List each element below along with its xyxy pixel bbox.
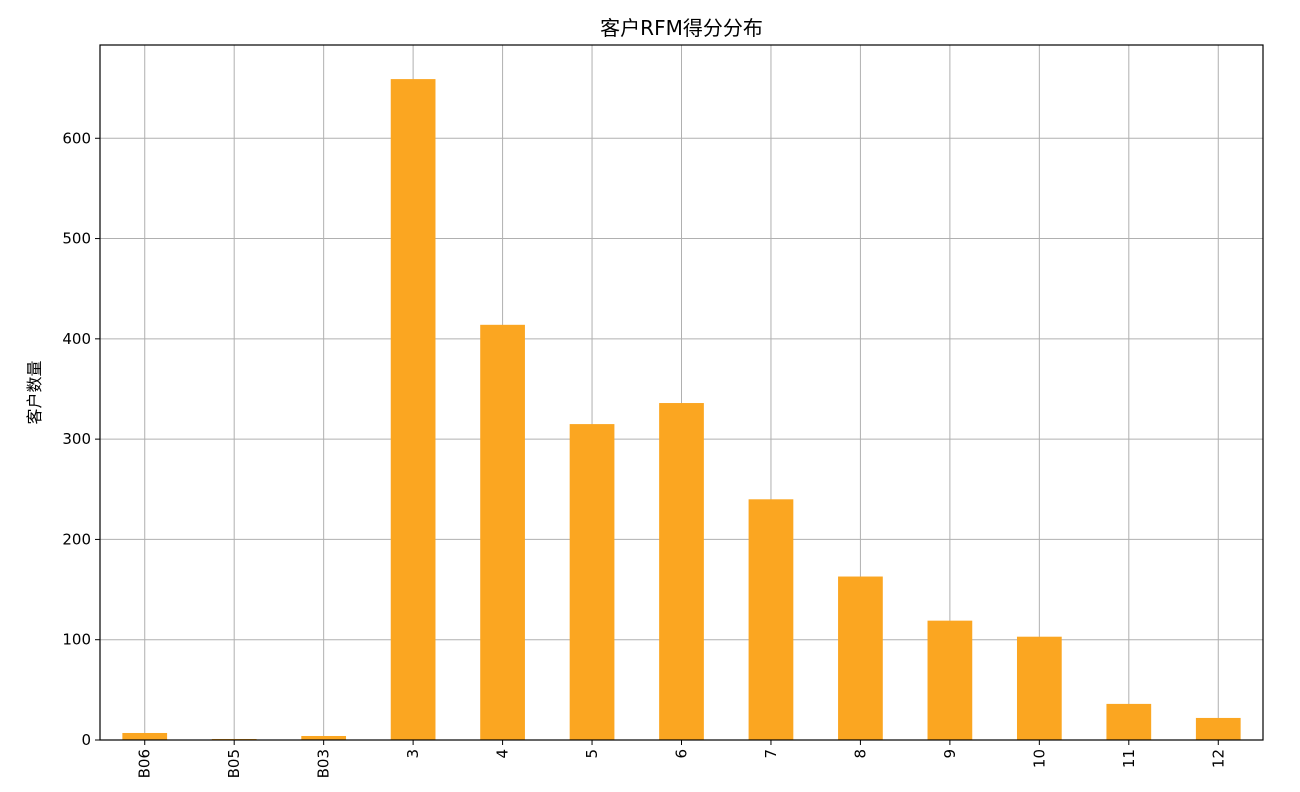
x-tick-label: 10 xyxy=(1030,749,1048,768)
bars xyxy=(122,79,1241,740)
x-tick-label: 11 xyxy=(1120,749,1138,768)
y-axis-label: 客户数量 xyxy=(25,360,44,424)
x-tick-label: 3 xyxy=(404,749,422,759)
bar-B03 xyxy=(301,735,347,740)
x-tick-label: 7 xyxy=(762,749,780,759)
x-tick-label: 4 xyxy=(494,749,512,759)
x-tick-label: 6 xyxy=(673,749,691,759)
y-tick-label: 300 xyxy=(62,430,91,448)
bar-4 xyxy=(480,324,525,740)
x-tick-label: B05 xyxy=(225,749,243,778)
bar-6 xyxy=(659,403,704,740)
bar-3 xyxy=(390,79,436,740)
y-tick-label: 100 xyxy=(62,631,91,649)
chart-title: 客户RFM得分分布 xyxy=(600,16,763,40)
y-tick-label: 0 xyxy=(81,731,91,749)
y-tick-label: 500 xyxy=(62,230,91,248)
x-axis-ticks: B06 B05 B03 3 4 5 6 7 8 9 10 11 12 xyxy=(136,740,1227,778)
x-tick-label: 5 xyxy=(583,749,601,759)
y-tick-label: 400 xyxy=(62,330,91,348)
bar-12 xyxy=(1195,717,1241,740)
y-tick-label: 200 xyxy=(62,530,91,548)
bar-10 xyxy=(1016,636,1062,740)
bar-11 xyxy=(1106,703,1152,740)
bar-5 xyxy=(569,424,615,740)
x-tick-label: 12 xyxy=(1209,749,1227,768)
bar-8 xyxy=(838,576,883,740)
x-tick-label: B03 xyxy=(315,749,333,778)
bar-9 xyxy=(927,620,973,740)
y-axis-ticks: 0 100 200 300 400 500 600 xyxy=(62,129,100,749)
y-tick-label: 600 xyxy=(62,129,91,147)
x-tick-label: 9 xyxy=(941,749,959,759)
bar-B06 xyxy=(122,732,168,740)
x-tick-label: 8 xyxy=(851,749,869,759)
x-tick-label: B06 xyxy=(136,749,154,778)
bar-7 xyxy=(748,499,794,740)
